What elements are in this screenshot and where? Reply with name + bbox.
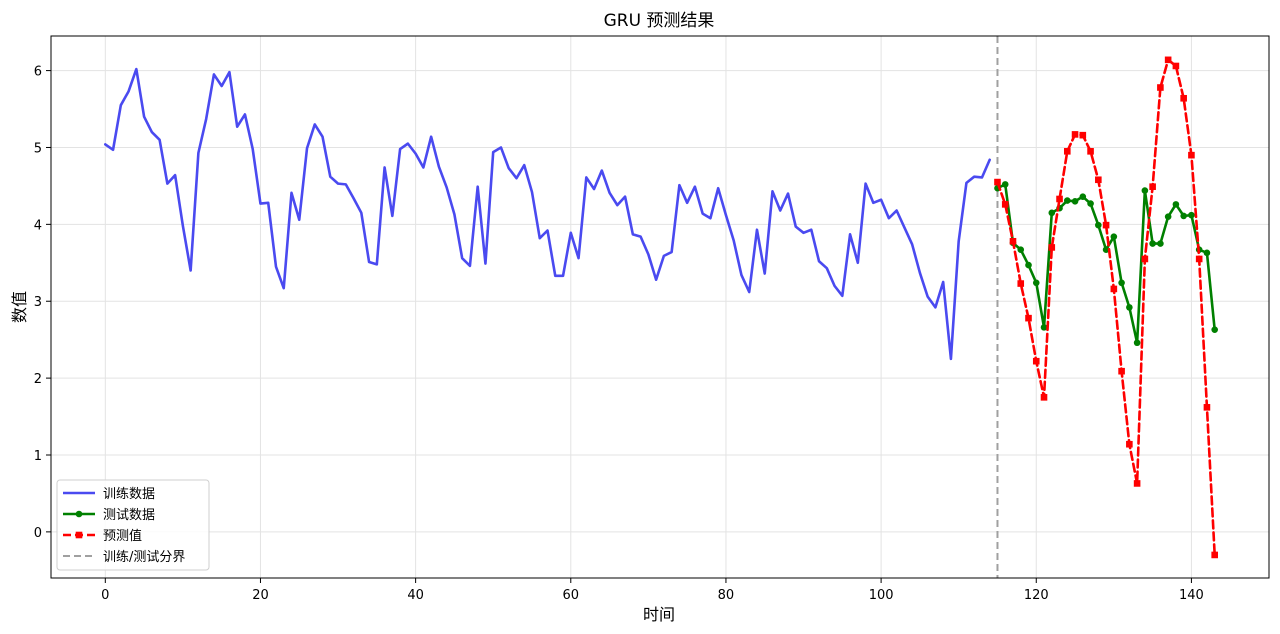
series-1-point [1079,193,1087,200]
series-2-point [1032,357,1040,365]
y-tick-label: 1 [34,449,42,464]
series-1-point [1048,209,1056,217]
x-axis-title: 时间 [643,605,675,624]
series-2-point [1063,148,1071,155]
series-2-point [1133,480,1141,487]
series-1-point [1157,240,1164,247]
series-2-point [1040,394,1048,401]
legend-label: 训练/测试分界 [103,550,185,565]
x-tick-label: 100 [869,588,894,603]
series-2-point [1172,62,1180,70]
chart-title: GRU 预测结果 [604,11,715,31]
series-1-point [1203,249,1211,257]
series-1-point [1040,324,1048,331]
series-2-point [1126,440,1133,448]
grid-layer [51,36,1269,578]
y-axis-title: 数值 [10,291,29,323]
y-tick-label: 5 [34,141,42,156]
series-2-point [1195,255,1203,263]
series-1-point [1126,304,1133,311]
series-2-point [1157,84,1164,91]
series-1-point [1133,339,1141,347]
series-1-point [1032,279,1040,287]
x-tick-label: 80 [718,588,735,603]
series-2-point [1071,131,1079,138]
series-1-point [1188,211,1195,219]
series-2-point [1001,201,1009,208]
series-1-point [1118,279,1125,287]
y-tick-label: 0 [34,526,42,541]
series-2-point [1149,183,1156,190]
series-2-point [1087,148,1094,155]
legend-label: 预测值 [103,528,142,544]
series-2-point [1048,244,1056,251]
legend-frame [56,479,210,571]
series-2-point [1188,151,1195,159]
series-1-point [1025,261,1032,269]
series-2-point [1079,131,1087,139]
series-2-point [1110,285,1118,293]
series-1-point [1001,181,1009,188]
series-layer [104,56,1218,559]
series-0-line [104,67,992,361]
series-2-point [994,178,1001,186]
x-tick-label: 40 [407,588,424,603]
plot-frame [50,35,1270,579]
series-1-point [1141,187,1149,194]
x-tick-label: 60 [563,588,580,603]
series-2-point [1025,314,1032,322]
y-tick-label: 2 [34,372,42,387]
legend-label: 训练数据 [103,487,155,502]
legend-marker [75,531,83,539]
series-1-point [1180,212,1187,220]
series-1-point [1063,197,1071,204]
series-1-point [1102,246,1110,254]
x-tick-label: 140 [1179,588,1204,603]
x-tick-label: 120 [1024,588,1049,603]
series-1-point [1149,240,1156,247]
series-1-point [1211,326,1218,333]
series-2-point [1095,176,1102,184]
series-2-point [1118,367,1125,375]
series-1-point [1164,213,1172,220]
series-2-point [1203,404,1211,411]
series-2-point [1017,280,1025,287]
y-tick-label: 4 [34,218,42,233]
series-1-point [1095,221,1102,229]
legend-marker [75,510,83,518]
series-2-point [1102,221,1110,229]
series-2-line [996,58,1216,557]
series-1-point [1071,197,1079,205]
series-2-point [1056,195,1063,203]
x-tick-label: 20 [252,588,269,603]
series-2-point [1180,94,1187,102]
x-tick-label: 0 [101,588,109,603]
series-2-point [1164,56,1172,64]
legend-label: 测试数据 [103,508,155,523]
series-1-point [1087,200,1094,207]
y-tick-label: 3 [34,295,42,310]
y-tick-label: 6 [34,65,42,80]
series-1-point [1172,201,1180,208]
series-2-point [1009,237,1017,245]
series-1-point [1017,246,1025,254]
series-2-point [1141,255,1149,263]
series-1-point [1110,233,1118,240]
series-2-point [1211,551,1218,559]
tick-layer: 0 20 40 60 80 100 120 140 0 1 2 3 4 5 6 [34,65,1204,603]
